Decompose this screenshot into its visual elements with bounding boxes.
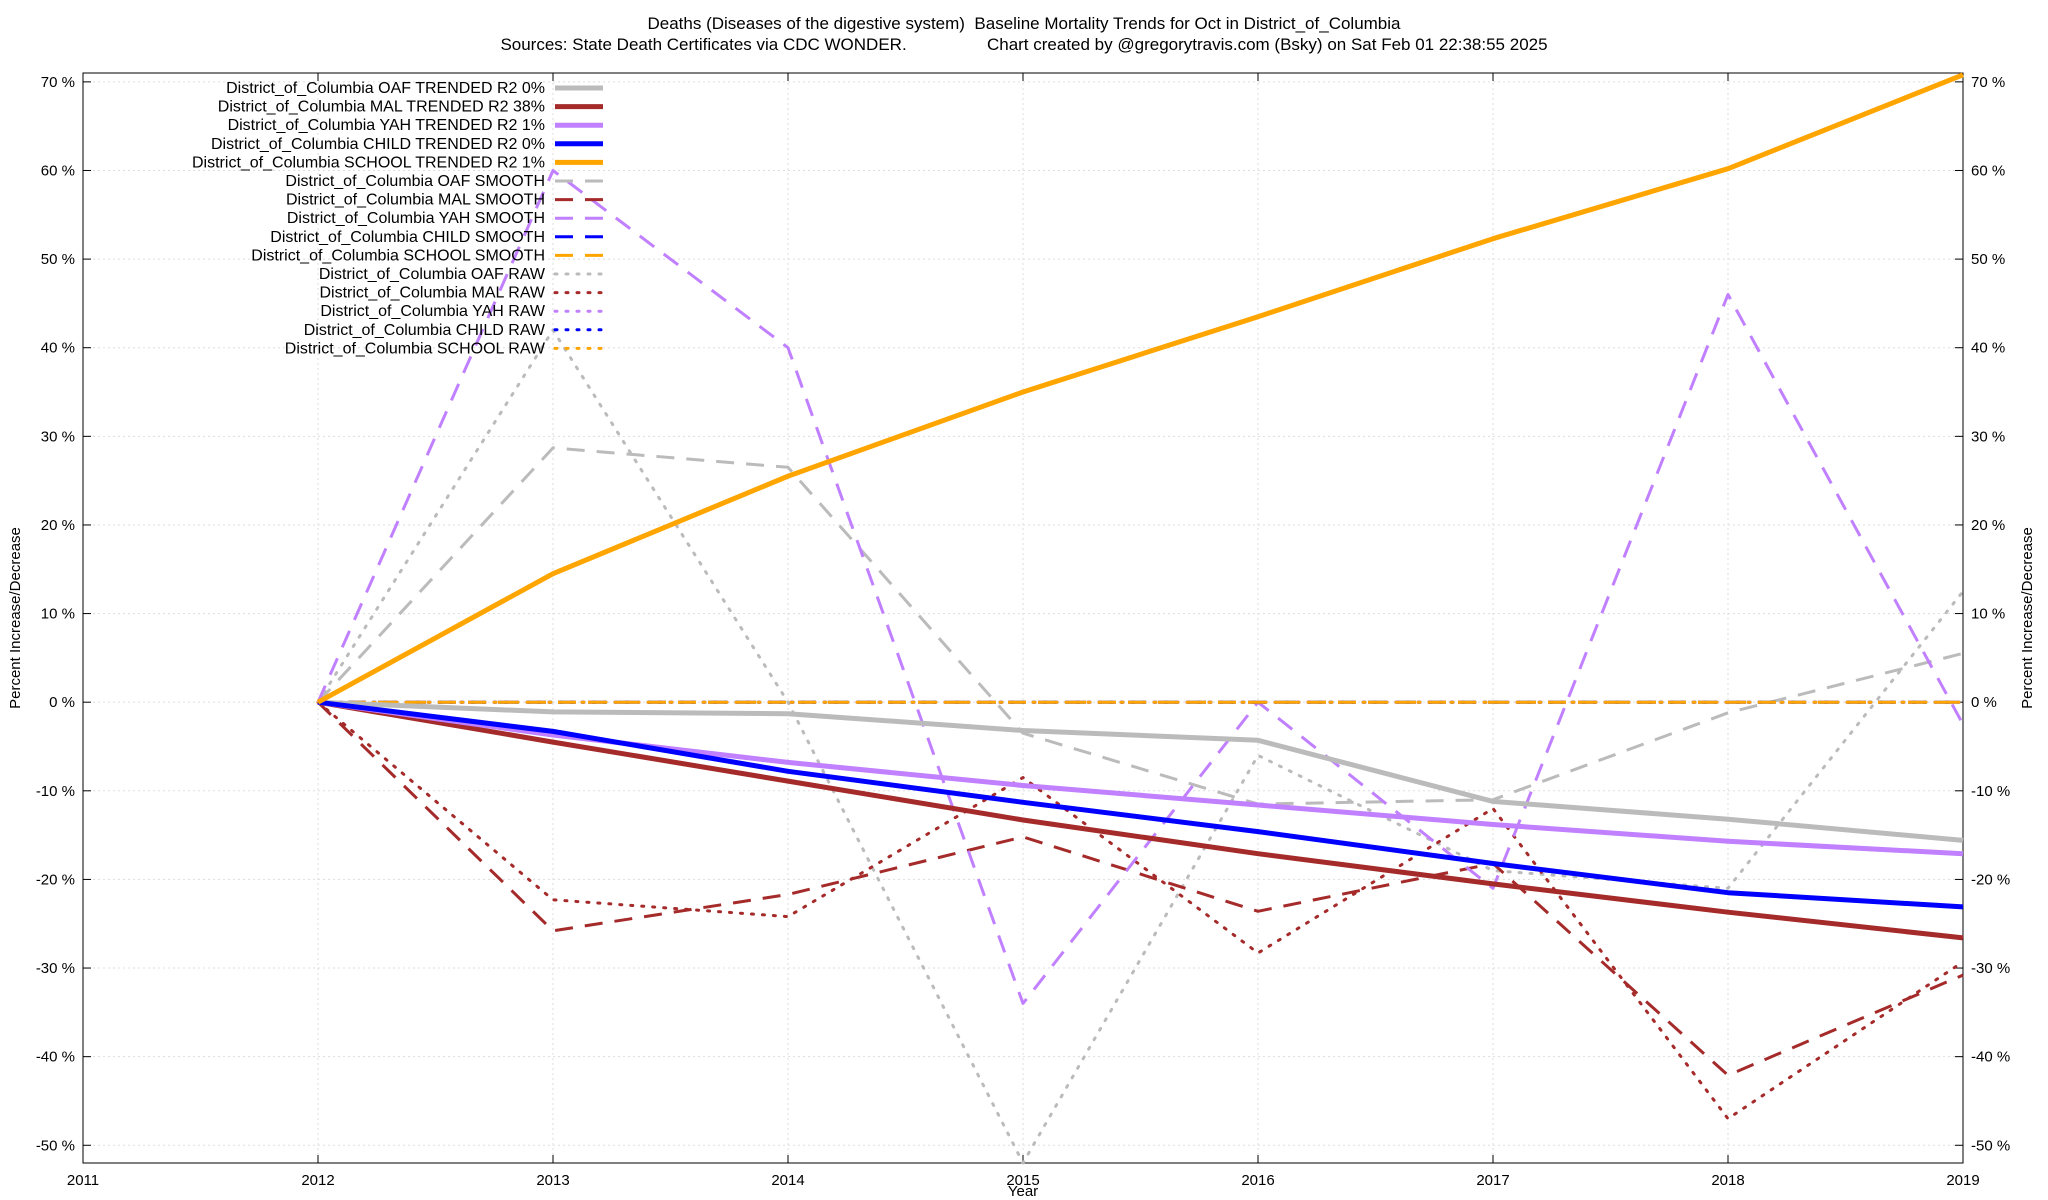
y-tick-label-right: 70 % xyxy=(1971,74,2005,91)
legend-label-11: District_of_Columbia MAL RAW xyxy=(319,285,545,302)
series-line-7 xyxy=(316,169,1965,1005)
legend-label-5: District_of_Columbia OAF SMOOTH xyxy=(285,173,545,190)
legend-label-7: District_of_Columbia YAH SMOOTH xyxy=(287,210,545,227)
legend-label-6: District_of_Columbia MAL SMOOTH xyxy=(286,192,545,209)
legend-label-9: District_of_Columbia SCHOOL SMOOTH xyxy=(251,247,545,264)
y2-axis-title: Percent Increase/Decrease xyxy=(2019,527,2036,709)
legend-label-4: District_of_Columbia SCHOOL TRENDED R2 1… xyxy=(192,154,545,171)
y-tick-label-right: 60 % xyxy=(1971,162,2005,179)
series-line-3 xyxy=(317,699,1964,910)
series-line-6 xyxy=(316,701,1964,1077)
y-tick-label-right: 20 % xyxy=(1971,517,2005,534)
x-tick-label: 2012 xyxy=(301,1172,334,1189)
y-tick-label-right: -50 % xyxy=(1971,1137,2010,1154)
legend-label-3: District_of_Columbia CHILD TRENDED R2 0% xyxy=(211,136,545,153)
y-tick-label-right: 40 % xyxy=(1971,340,2005,357)
x-tick-label: 2013 xyxy=(536,1172,569,1189)
y-tick-label-left: 0 % xyxy=(49,694,75,711)
y-tick-label-left: -50 % xyxy=(36,1137,75,1154)
y-tick-label-left: 60 % xyxy=(41,162,75,179)
series-line-2 xyxy=(317,699,1964,857)
y-tick-label-left: -40 % xyxy=(36,1049,75,1066)
y-tick-label-left: -10 % xyxy=(36,783,75,800)
x-tick-label: 2014 xyxy=(771,1172,804,1189)
y-tick-label-right: -10 % xyxy=(1971,783,2010,800)
y-tick-label-right: -20 % xyxy=(1971,871,2010,888)
x-tick-label: 2017 xyxy=(1476,1172,1509,1189)
x-tick-label: 2018 xyxy=(1711,1172,1744,1189)
series-line-5 xyxy=(316,446,1964,806)
y-tick-label-right: -30 % xyxy=(1971,960,2010,977)
legend-label-10: District_of_Columbia OAF RAW xyxy=(319,266,546,283)
x-tick-label: 2019 xyxy=(1946,1172,1979,1189)
legend-label-8: District_of_Columbia CHILD SMOOTH xyxy=(270,229,545,246)
series-line-4 xyxy=(316,72,1964,705)
y-tick-label-right: 10 % xyxy=(1971,606,2005,623)
chart-subtitle: Sources: State Death Certificates via CD… xyxy=(500,35,1548,54)
x-tick-label: 2016 xyxy=(1241,1172,1274,1189)
y-tick-label-right: 0 % xyxy=(1971,694,1997,711)
legend-label-14: District_of_Columbia SCHOOL RAW xyxy=(285,340,546,357)
chart-title: Deaths (Diseases of the digestive system… xyxy=(647,14,1401,33)
y-tick-label-left: 10 % xyxy=(41,606,75,623)
y-tick-label-left: 70 % xyxy=(41,74,75,91)
series-line-1 xyxy=(317,699,1964,941)
y-tick-label-right: 30 % xyxy=(1971,428,2005,445)
legend-label-12: District_of_Columbia YAH RAW xyxy=(320,303,546,320)
y-tick-label-left: -30 % xyxy=(36,960,75,977)
legend-label-1: District_of_Columbia MAL TRENDED R2 38% xyxy=(218,99,545,116)
x-tick-label: 2011 xyxy=(67,1172,99,1189)
legend-label-0: District_of_Columbia OAF TRENDED R2 0% xyxy=(226,80,545,97)
y-axis-title: Percent Increase/Decrease xyxy=(7,527,24,709)
series-line-0 xyxy=(317,699,1964,843)
y-tick-label-right: -40 % xyxy=(1971,1049,2010,1066)
y-tick-label-left: 40 % xyxy=(41,340,75,357)
y-tick-label-left: -20 % xyxy=(36,871,75,888)
legend-label-13: District_of_Columbia CHILD RAW xyxy=(304,322,546,339)
y-tick-label-left: 20 % xyxy=(41,517,75,534)
x-axis-title: Year xyxy=(1008,1183,1038,1200)
x-tick-label: 2015 xyxy=(1006,1172,1039,1189)
y-tick-label-right: 50 % xyxy=(1971,251,2005,268)
y-tick-label-left: 50 % xyxy=(41,251,75,268)
y-tick-label-left: 30 % xyxy=(41,428,75,445)
legend-label-2: District_of_Columbia YAH TRENDED R2 1% xyxy=(228,117,545,134)
